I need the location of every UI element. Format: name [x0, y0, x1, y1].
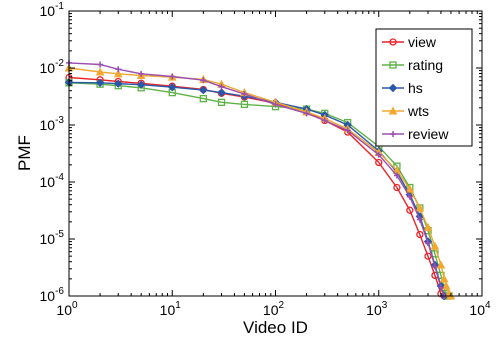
data-point-hs: [168, 83, 177, 92]
data-point-rating: [240, 100, 249, 109]
x-tick-label: 101: [160, 300, 182, 318]
data-point-wts: [113, 69, 123, 78]
data-point-wts: [415, 203, 425, 212]
legend-item-rating: rating: [382, 57, 443, 73]
data-point-view: [416, 230, 424, 239]
series-review: [66, 59, 448, 299]
legend-item-wts: wts: [382, 103, 429, 119]
data-point-review: [241, 90, 248, 97]
data-point-review: [406, 193, 413, 200]
data-point-review: [115, 66, 122, 73]
legend-label: wts: [407, 103, 429, 119]
data-point-hs: [136, 80, 146, 89]
legend-marker: [388, 83, 398, 93]
data-point-view: [406, 206, 414, 214]
data-point-review: [169, 73, 176, 80]
data-point-hs: [199, 85, 208, 95]
data-point-review: [425, 240, 432, 247]
tick-layer: 100 101 102 103 104 10-6 10-5 10-4 10-3 10-2 10-1: [40, 1, 491, 318]
data-point-review: [375, 151, 382, 158]
data-point-review: [303, 110, 310, 117]
data-point-wts: [439, 274, 449, 283]
y-tick-label: 10-2: [40, 58, 65, 76]
legend-label: hs: [408, 80, 423, 96]
data-point-wts: [423, 222, 433, 231]
y-tick-label: 10-3: [40, 115, 65, 133]
x-tick-label: 100: [56, 300, 78, 318]
data-point-hs: [95, 78, 105, 88]
data-point-view: [424, 252, 432, 260]
y-tick-label: 10-5: [40, 229, 65, 247]
y-tick-label: 10-6: [40, 286, 65, 304]
y-tick-label: 10-4: [40, 172, 65, 190]
data-point-rating: [217, 98, 226, 106]
legend-marker: [389, 38, 397, 46]
data-point-review: [393, 172, 400, 179]
data-point-view: [375, 158, 383, 167]
legend-item-view: view: [382, 34, 437, 50]
x-tick-label: 102: [263, 300, 285, 318]
legend: view rating hs wts review: [375, 28, 473, 147]
data-point-rating: [199, 94, 207, 103]
legend-marker: [390, 131, 396, 137]
data-point-review: [416, 216, 423, 223]
y-axis-label: PMF: [15, 135, 34, 171]
x-axis-label: Video ID: [243, 318, 308, 337]
data-point-wts: [95, 67, 105, 76]
data-point-review: [437, 284, 444, 291]
y-tick-label: 10-1: [40, 1, 65, 19]
legend-marker: [388, 106, 398, 115]
series-line-review: [68, 62, 445, 297]
legend-marker: [389, 61, 397, 69]
data-point-review: [431, 263, 438, 270]
data-point-view: [393, 183, 401, 192]
legend-label: rating: [408, 57, 443, 73]
data-point-review: [344, 127, 351, 134]
x-tick-label: 104: [469, 300, 491, 318]
data-point-review: [138, 70, 145, 77]
data-point-hs: [217, 88, 226, 97]
x-tick-label: 103: [366, 300, 388, 318]
data-point-review: [321, 117, 328, 124]
data-point-review: [200, 77, 207, 84]
data-point-hs: [114, 79, 123, 88]
data-point-wts: [441, 281, 451, 290]
legend-item-hs: hs: [382, 80, 423, 96]
legend-item-review: review: [382, 126, 449, 142]
data-point-review: [272, 101, 279, 108]
data-point-wts: [405, 184, 415, 193]
legend-label: view: [408, 34, 437, 50]
data-point-review: [218, 83, 225, 90]
legend-label: review: [408, 126, 449, 142]
data-point-wts: [436, 260, 446, 269]
data-point-review: [97, 61, 104, 68]
data-point-wts: [430, 241, 440, 250]
